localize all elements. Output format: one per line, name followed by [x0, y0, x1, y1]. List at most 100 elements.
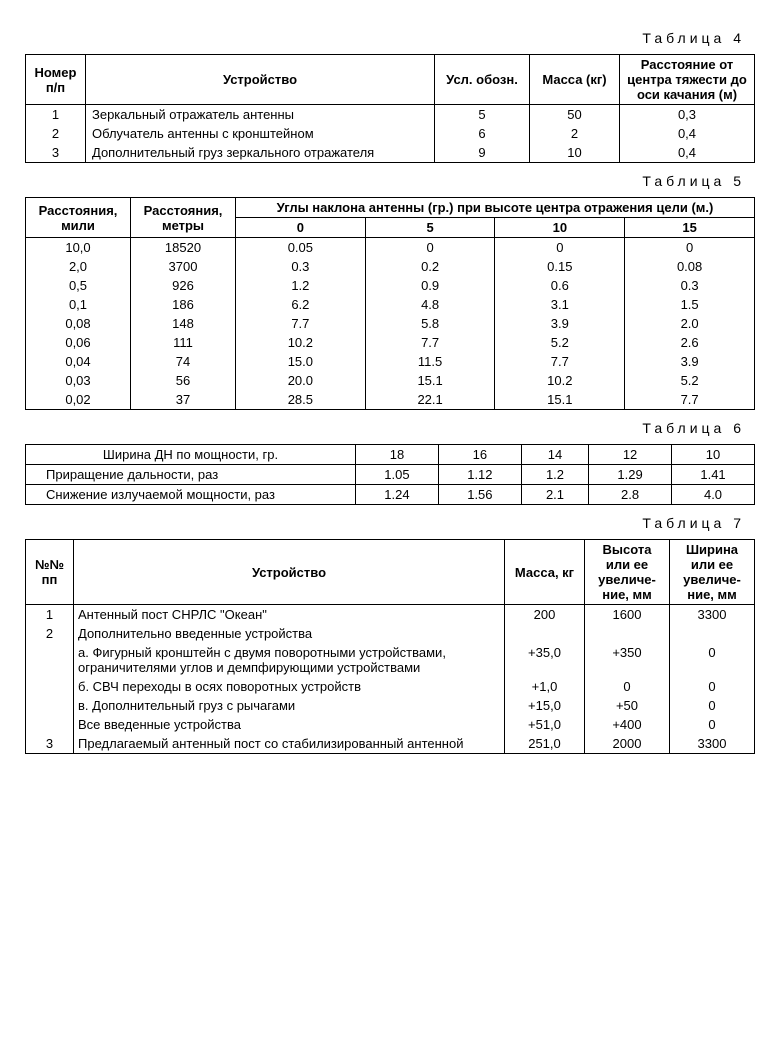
- t5-sh3: 15: [625, 218, 755, 238]
- t5-h0: Расстояния, мили: [26, 198, 131, 238]
- t6-r2c2: 1.56: [438, 485, 521, 505]
- t5-r2c3: 0.9: [365, 276, 495, 295]
- t6-r1c1: 1.05: [356, 465, 439, 485]
- t5-r1c2: 0.3: [236, 257, 366, 276]
- t5-r5c5: 2.6: [625, 333, 755, 352]
- table6-caption: Таблица 6: [25, 420, 745, 436]
- t4-r0c4: 0,3: [620, 105, 755, 125]
- t4-r0c1: Зеркальный отражатель антенны: [86, 105, 435, 125]
- t5-r4c0: 0,08: [26, 314, 131, 333]
- t4-h3: Масса (кг): [530, 55, 620, 105]
- t5-r6c0: 0,04: [26, 352, 131, 371]
- t5-r1c1: 3700: [131, 257, 236, 276]
- t7-r5c3: +400: [585, 715, 670, 734]
- table7-caption: Таблица 7: [25, 515, 745, 531]
- t7-h0: №№ пп: [26, 540, 74, 605]
- t5-r0c0: 10,0: [26, 238, 131, 258]
- t7-r3c1: б. СВЧ переходы в осях поворотных устрой…: [74, 677, 505, 696]
- t7-r0c0: 1: [26, 605, 74, 625]
- t7-h1: Устройство: [74, 540, 505, 605]
- t5-r6c1: 74: [131, 352, 236, 371]
- t6-r1c2: 1.12: [438, 465, 521, 485]
- t5-r5c3: 7.7: [365, 333, 495, 352]
- t5-r6c4: 7.7: [495, 352, 625, 371]
- t5-r2c4: 0.6: [495, 276, 625, 295]
- t7-r0c1: Антенный пост СНРЛС "Океан": [74, 605, 505, 625]
- t5-r5c0: 0,06: [26, 333, 131, 352]
- t4-h1: Устройство: [86, 55, 435, 105]
- t5-h1: Расстояния, метры: [131, 198, 236, 238]
- t7-r4c1: в. Дополнительный груз с рычагами: [74, 696, 505, 715]
- t5-r7c0: 0,03: [26, 371, 131, 390]
- t7-r3c4: 0: [670, 677, 755, 696]
- t4-r1c3: 2: [530, 124, 620, 143]
- t7-h2: Масса, кг: [505, 540, 585, 605]
- t4-h2: Усл. обозн.: [435, 55, 530, 105]
- t5-r4c4: 3.9: [495, 314, 625, 333]
- t5-r2c1: 926: [131, 276, 236, 295]
- t5-r4c5: 2.0: [625, 314, 755, 333]
- t7-r6c2: 251,0: [505, 734, 585, 754]
- t5-r3c0: 0,1: [26, 295, 131, 314]
- t5-r3c5: 1.5: [625, 295, 755, 314]
- t5-r1c0: 2,0: [26, 257, 131, 276]
- t7-r2c4: 0: [670, 643, 755, 677]
- t5-r8c3: 22.1: [365, 390, 495, 410]
- t6-r0c1: 18: [356, 445, 439, 465]
- t4-r2c0: 3: [26, 143, 86, 163]
- t6-r1c5: 1.41: [672, 465, 755, 485]
- t6-r0c0: Ширина ДН по мощности, гр.: [26, 445, 356, 465]
- t5-r4c2: 7.7: [236, 314, 366, 333]
- t7-r1c4: [670, 624, 755, 643]
- t6-r1c3: 1.2: [521, 465, 588, 485]
- t7-r4c3: +50: [585, 696, 670, 715]
- t7-r6c0: 3: [26, 734, 74, 754]
- t5-r8c0: 0,02: [26, 390, 131, 410]
- t4-h0: Номер п/п: [26, 55, 86, 105]
- t4-r1c0: 2: [26, 124, 86, 143]
- t7-r4c4: 0: [670, 696, 755, 715]
- t6-r0c5: 10: [672, 445, 755, 465]
- t7-r6c1: Предлагаемый антенный пост со стабилизир…: [74, 734, 505, 754]
- t4-r0c3: 50: [530, 105, 620, 125]
- t5-r8c1: 37: [131, 390, 236, 410]
- t5-h2: Углы наклона антенны (гр.) при высоте це…: [236, 198, 755, 218]
- t7-r6c3: 2000: [585, 734, 670, 754]
- t5-r4c3: 5.8: [365, 314, 495, 333]
- t7-r1c0: 2: [26, 624, 74, 643]
- t7-r3c2: +1,0: [505, 677, 585, 696]
- t5-r8c4: 15.1: [495, 390, 625, 410]
- t7-r2c2: +35,0: [505, 643, 585, 677]
- t6-r1c4: 1.29: [589, 465, 672, 485]
- t5-sh2: 10: [495, 218, 625, 238]
- t7-r0c4: 3300: [670, 605, 755, 625]
- t5-r4c1: 148: [131, 314, 236, 333]
- t7-r5c4: 0: [670, 715, 755, 734]
- t5-r7c3: 15.1: [365, 371, 495, 390]
- t5-sh1: 5: [365, 218, 495, 238]
- t5-r1c5: 0.08: [625, 257, 755, 276]
- t7-r2c0: [26, 643, 74, 677]
- t6-r2c1: 1.24: [356, 485, 439, 505]
- t4-r1c1: Облучатель антенны с кронштейном: [86, 124, 435, 143]
- table4-caption: Таблица 4: [25, 30, 745, 46]
- t6-r0c4: 12: [589, 445, 672, 465]
- t5-r8c5: 7.7: [625, 390, 755, 410]
- t6-r2c4: 2.8: [589, 485, 672, 505]
- t4-r2c1: Дополнительный груз зеркального отражате…: [86, 143, 435, 163]
- t5-r2c2: 1.2: [236, 276, 366, 295]
- t5-r0c1: 18520: [131, 238, 236, 258]
- t4-r1c2: 6: [435, 124, 530, 143]
- t6-r0c2: 16: [438, 445, 521, 465]
- t5-r0c3: 0: [365, 238, 495, 258]
- t5-r3c3: 4.8: [365, 295, 495, 314]
- t5-r0c4: 0: [495, 238, 625, 258]
- t7-r6c4: 3300: [670, 734, 755, 754]
- t5-r5c1: 111: [131, 333, 236, 352]
- t6-r2c0: Снижение излучаемой мощности, раз: [26, 485, 356, 505]
- t5-r3c1: 186: [131, 295, 236, 314]
- t5-r2c5: 0.3: [625, 276, 755, 295]
- t6-r1c0: Приращение дальности, раз: [26, 465, 356, 485]
- t7-r2c3: +350: [585, 643, 670, 677]
- t6-r0c3: 14: [521, 445, 588, 465]
